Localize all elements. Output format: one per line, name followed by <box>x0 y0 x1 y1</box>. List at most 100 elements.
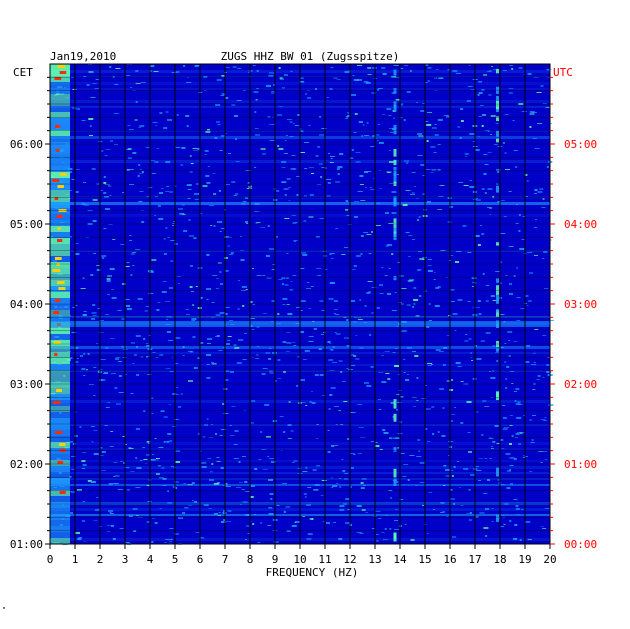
spectrogram-speckle <box>210 225 213 226</box>
spectrogram-speckle <box>85 237 90 238</box>
spectrogram-speckle <box>433 509 436 510</box>
spectrogram-speckle <box>69 357 73 359</box>
spectrogram-speckle <box>479 105 484 106</box>
spectrogram-speckle <box>101 255 107 257</box>
spectrogram-speckle <box>289 136 294 137</box>
spectrogram-speckle <box>516 417 522 419</box>
spectrogram-speckle <box>514 400 517 402</box>
spectrogram-speckle <box>328 298 334 300</box>
spectrogram-speckle <box>103 176 106 178</box>
spectrogram-speckle <box>331 487 334 488</box>
spectrogram-speckle <box>322 395 326 396</box>
spectrogram-speckle <box>216 461 221 462</box>
spectrogram-speckle <box>172 393 177 395</box>
spectrogram-speckle <box>475 235 480 237</box>
spectrogram-speckle <box>266 277 272 279</box>
spectrogram-speckle <box>206 343 211 344</box>
spectrogram-speckle <box>336 168 340 170</box>
spectrogram-speckle <box>226 521 232 522</box>
spectrogram-speckle <box>502 70 507 71</box>
spectrogram-speckle <box>268 479 273 481</box>
spectrogram-speckle <box>270 461 276 463</box>
spectrogram-speckle <box>510 483 514 485</box>
spectrogram-speckle <box>462 225 467 227</box>
spectrogram-speckle <box>532 138 537 139</box>
utc-label: UTC <box>553 66 573 79</box>
spectrogram-speckle <box>152 518 156 519</box>
spectrogram-speckle <box>145 306 149 307</box>
spectrogram-speckle <box>105 208 110 210</box>
spectrogram-speckle <box>335 228 339 229</box>
spectrogram-speckle <box>215 121 220 123</box>
spectrogram-speckle <box>345 498 350 500</box>
spectrogram-speckle <box>271 300 276 302</box>
spectrogram-speckle <box>427 365 432 366</box>
spectrogram-speckle <box>258 459 262 460</box>
spectrogram-speckle <box>356 532 362 533</box>
spectrogram-speckle <box>419 482 425 483</box>
spectrogram-speckle <box>186 314 190 315</box>
spectrogram-speckle <box>272 264 275 265</box>
spectrogram-speckle <box>377 424 380 425</box>
spectrogram-speckle <box>250 318 255 319</box>
spectrogram-speckle <box>345 209 349 211</box>
spectrogram-speckle <box>106 278 111 280</box>
spectrogram-speckle <box>105 314 110 315</box>
spectrogram-speckle <box>284 194 287 196</box>
spectrogram-speckle <box>149 70 153 72</box>
spectrogram-speckle <box>156 309 160 311</box>
spectrogram-speckle <box>543 251 548 253</box>
spectrogram-speckle <box>518 230 521 232</box>
spectrogram-speckle <box>108 483 113 485</box>
spectrogram-speckle <box>418 216 421 218</box>
spectrogram-speckle <box>288 187 291 188</box>
spectrogram-speckle <box>196 183 199 185</box>
spectrogram-speckle <box>476 411 479 413</box>
spectrogram-speckle <box>347 438 350 440</box>
x-tick-label: 16 <box>443 553 456 566</box>
spectrogram-speckle <box>296 307 301 308</box>
spectrogram-speckle <box>100 190 103 191</box>
spectrogram-speckle <box>457 366 462 367</box>
spectrogram-speckle <box>416 377 419 379</box>
x-tick-label: 5 <box>172 553 179 566</box>
spectrogram-speckle <box>219 312 225 314</box>
spectrogram-speckle <box>186 184 192 186</box>
spectrogram-speckle <box>108 185 112 187</box>
spectrogram-speckle <box>392 352 396 353</box>
spectrogram-speckle <box>221 429 227 430</box>
spectrogram-speckle <box>146 356 150 357</box>
spectrogram-speckle <box>351 94 357 96</box>
spectrogram-speckle <box>523 415 526 416</box>
spectrogram-speckle <box>224 313 228 315</box>
spectrogram-speckle <box>350 467 354 469</box>
spectrogram-speckle <box>204 154 207 155</box>
spectrogram-speckle <box>532 415 536 416</box>
spectrogram-speckle <box>142 447 146 448</box>
spectrogram-speckle <box>354 201 360 202</box>
spectrogram-speckle <box>291 155 296 156</box>
spectrogram-speckle <box>227 336 232 337</box>
spectrogram-speckle <box>387 293 392 295</box>
spectral-line-segment <box>393 148 397 157</box>
spectral-line-segment <box>496 185 499 193</box>
spectrogram-speckle <box>285 506 291 508</box>
spectrogram-speckle <box>83 375 86 376</box>
spectrogram-speckle <box>229 435 235 436</box>
spectrogram-speckle <box>443 347 448 349</box>
spectrogram-speckle <box>283 431 286 433</box>
spectrogram-speckle <box>367 281 373 282</box>
spectrogram-speckle <box>305 467 308 469</box>
spectrogram-speckle <box>442 511 446 513</box>
spectrogram-speckle <box>420 110 425 112</box>
spectrogram-speckle <box>366 234 372 235</box>
spectrogram-speckle <box>282 298 288 300</box>
spectrogram-speckle <box>527 252 533 253</box>
spectrogram-speckle <box>173 533 179 535</box>
spectrogram-speckle <box>395 77 400 78</box>
spectral-line-segment <box>393 478 397 486</box>
spectrogram-speckle <box>90 481 96 483</box>
spectrogram-speckle <box>455 261 459 263</box>
spectrogram-speckle <box>387 378 391 380</box>
spectrogram-speckle <box>287 424 292 426</box>
